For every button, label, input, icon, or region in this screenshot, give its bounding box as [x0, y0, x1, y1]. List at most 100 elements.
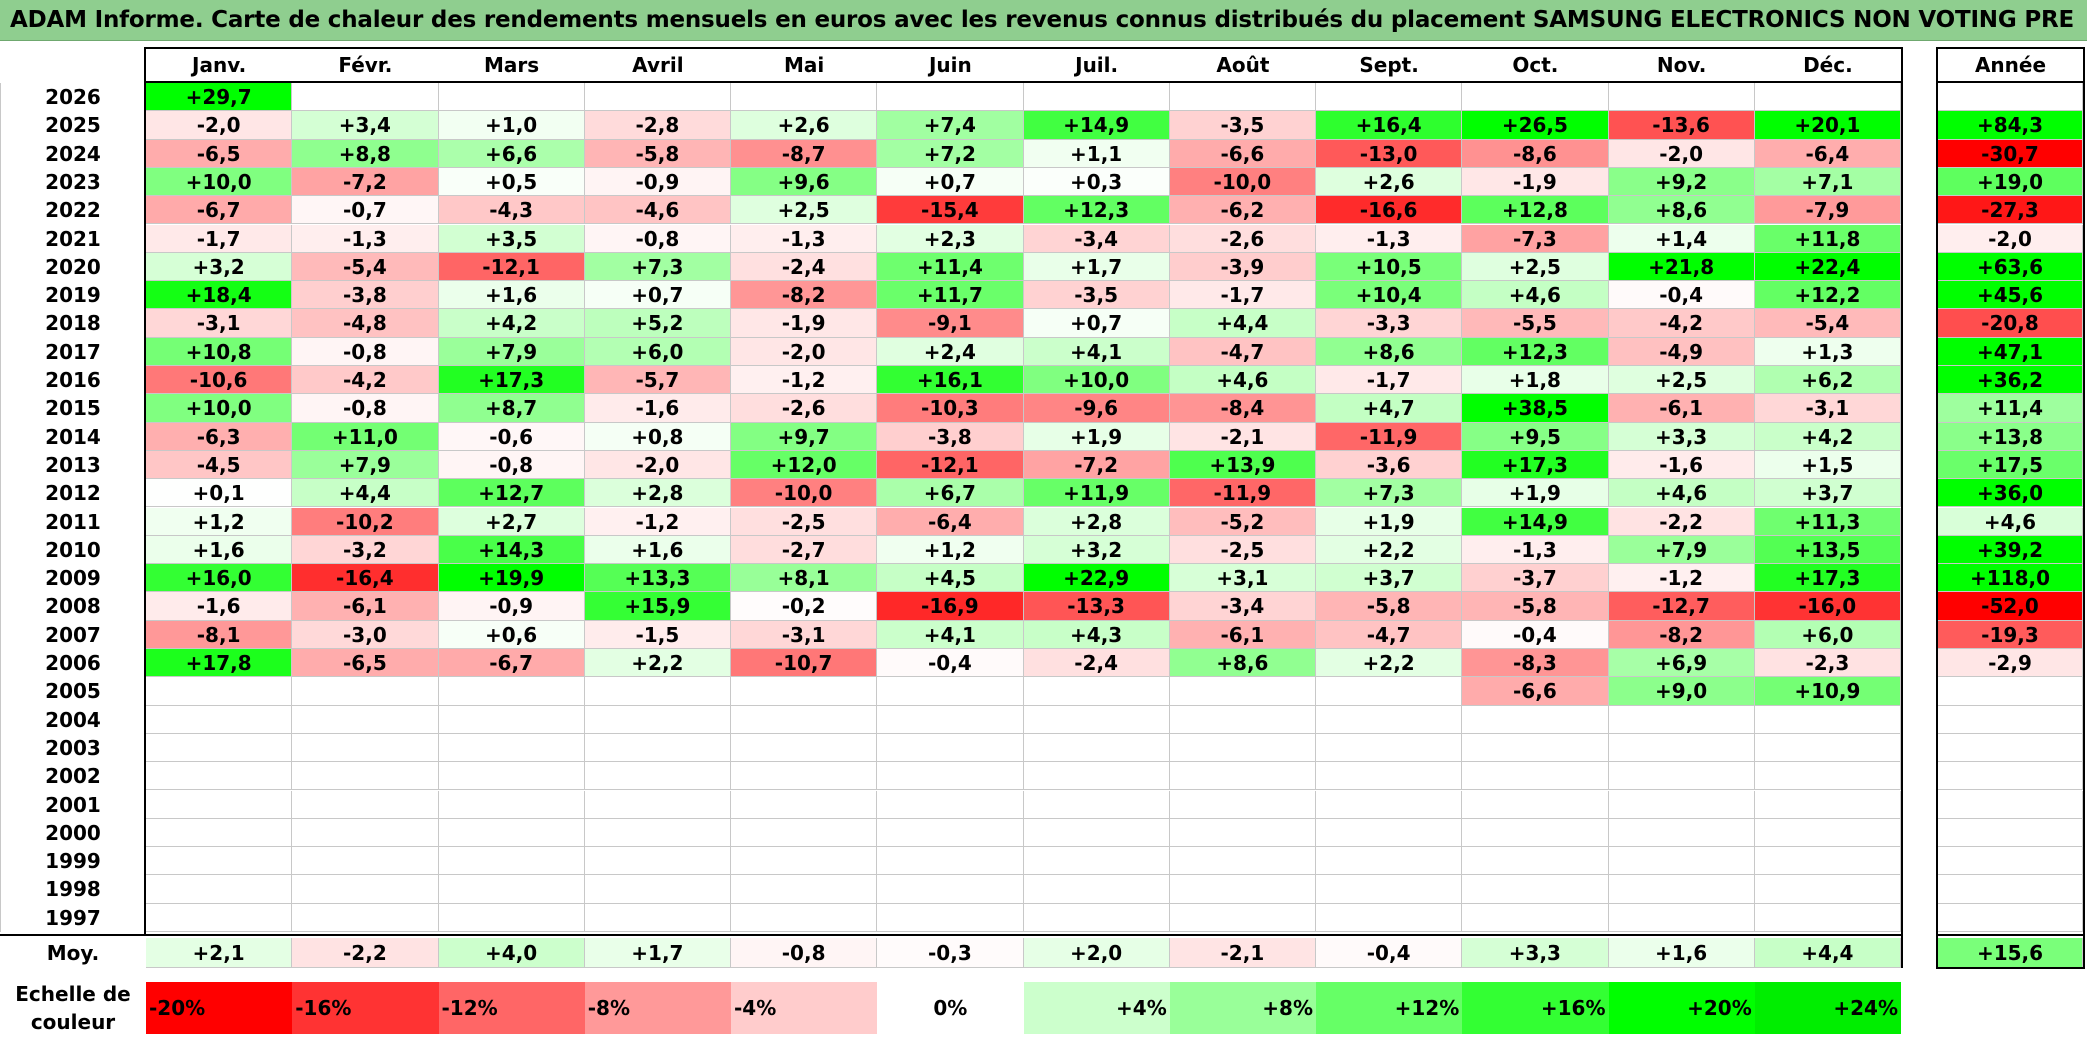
heatmap-cell — [584, 83, 731, 112]
heatmap-cell: +18,4 — [146, 281, 293, 310]
heatmap-cell: +14,9 — [1023, 111, 1170, 140]
heatmap-cell: -4,6 — [584, 196, 731, 225]
year-label: 2002 — [45, 764, 101, 789]
heatmap-cell: -10,6 — [146, 366, 293, 395]
heatmap-cell: +3,1 — [1169, 564, 1316, 593]
heatmap-cell: +0,7 — [584, 281, 731, 310]
month-header: Nov. — [1656, 53, 1707, 77]
heatmap-cell — [438, 677, 585, 706]
heatmap-cell: -3,4 — [1023, 224, 1170, 253]
heatmap-cell — [438, 847, 585, 876]
heatmap-cell: -0,4 — [877, 649, 1024, 678]
heatmap-cell: +12,8 — [1462, 196, 1609, 225]
annual-cell — [1938, 677, 2083, 706]
heatmap-cell: +21,8 — [1608, 252, 1755, 282]
annual-cell: +36,0 — [1938, 479, 2083, 508]
annual-cell — [1938, 762, 2083, 791]
heatmap-cell — [1754, 705, 1901, 734]
year-label: 1999 — [45, 849, 101, 874]
heatmap-cell: +11,4 — [877, 252, 1024, 282]
year-label: 2000 — [45, 820, 101, 845]
heatmap-cell — [877, 677, 1024, 706]
heatmap-cell: +38,5 — [1462, 394, 1609, 423]
heatmap-cell: -8,6 — [1462, 139, 1609, 168]
heatmap-cell — [438, 875, 585, 904]
heatmap-cell: +17,3 — [1754, 564, 1901, 593]
heatmap-cell: +4,5 — [877, 564, 1024, 593]
heatmap-cell: +4,2 — [438, 309, 585, 338]
heatmap-cell: +9,5 — [1462, 422, 1609, 451]
heatmap-cell — [1316, 733, 1463, 763]
heatmap-cell: +3,7 — [1754, 479, 1901, 508]
heatmap-cell: -6,1 — [1608, 394, 1755, 423]
grid-line — [2083, 934, 2085, 968]
heatmap-cell — [1023, 762, 1170, 791]
scale-step: -12% — [438, 982, 585, 1034]
heatmap-cell: -9,6 — [1023, 394, 1170, 423]
heatmap-cell — [1608, 762, 1755, 791]
heatmap-cell: +11,8 — [1754, 224, 1901, 253]
heatmap-cell: -0,6 — [438, 422, 585, 451]
annual-cell: +11,4 — [1938, 394, 2083, 423]
annual-cell: +17,5 — [1938, 450, 2083, 480]
heatmap-cell: +1,2 — [146, 507, 293, 536]
heatmap-cell: -5,4 — [1754, 309, 1901, 338]
heatmap-cell — [1754, 875, 1901, 904]
heatmap-cell — [1023, 733, 1170, 763]
heatmap-cell — [877, 903, 1024, 932]
heatmap-cell: +6,9 — [1608, 649, 1755, 678]
heatmap-cell — [1169, 818, 1316, 848]
heatmap-cell — [1316, 847, 1463, 876]
heatmap-cell: +10,9 — [1754, 677, 1901, 706]
heatmap-cell — [1023, 875, 1170, 904]
heatmap-cell: +12,3 — [1462, 337, 1609, 366]
heatmap-cell — [1316, 790, 1463, 819]
heatmap-cell: -1,5 — [584, 620, 731, 649]
heatmap-cell — [1608, 818, 1755, 848]
heatmap-cell — [1023, 903, 1170, 932]
heatmap-cell: -1,7 — [146, 224, 293, 253]
heatmap-cell — [1608, 875, 1755, 904]
heatmap-cell — [731, 677, 878, 706]
heatmap-cell: +10,5 — [1316, 252, 1463, 282]
heatmap-cell: +11,3 — [1754, 507, 1901, 536]
heatmap-cell: +3,5 — [438, 224, 585, 253]
heatmap-cell: +0,5 — [438, 167, 585, 197]
scale-step: -8% — [584, 982, 731, 1034]
heatmap-cell: -8,2 — [731, 281, 878, 310]
heatmap-cell: +2,8 — [584, 479, 731, 508]
year-label: 1998 — [45, 877, 101, 902]
heatmap-cell: -12,7 — [1608, 592, 1755, 621]
heatmap-cell — [731, 790, 878, 819]
average-cell: +2,0 — [1023, 938, 1170, 968]
heatmap-cell: +0,3 — [1023, 167, 1170, 197]
heatmap-cell: +4,6 — [1462, 281, 1609, 310]
heatmap-cell — [438, 903, 585, 932]
heatmap-cell — [1462, 733, 1609, 763]
heatmap-cell — [1316, 83, 1463, 112]
average-cell: -2,2 — [292, 938, 439, 968]
heatmap-cell: -3,1 — [146, 309, 293, 338]
year-label: 2018 — [45, 311, 101, 336]
heatmap-cell: +4,4 — [292, 479, 439, 508]
heatmap-cell: +3,3 — [1608, 422, 1755, 451]
heatmap-cell: -2,4 — [731, 252, 878, 282]
heatmap-cell: -4,7 — [1169, 337, 1316, 366]
heatmap-cell: +16,0 — [146, 564, 293, 593]
heatmap-cell: -1,2 — [1608, 564, 1755, 593]
heatmap-cell: -5,4 — [292, 252, 439, 282]
heatmap-cell — [146, 705, 293, 734]
heatmap-cell: -0,2 — [731, 592, 878, 621]
heatmap-cell — [584, 705, 731, 734]
heatmap-cell — [146, 903, 293, 932]
heatmap-cell: -6,7 — [438, 649, 585, 678]
heatmap-cell: -1,2 — [584, 507, 731, 536]
heatmap-cell: -16,6 — [1316, 196, 1463, 225]
heatmap-cell: -3,7 — [1462, 564, 1609, 593]
heatmap-cell — [1608, 847, 1755, 876]
heatmap-cell: +0,8 — [584, 422, 731, 451]
heatmap-cell — [146, 762, 293, 791]
heatmap-cell: -13,0 — [1316, 139, 1463, 168]
heatmap-cell: +7,9 — [1608, 535, 1755, 565]
heatmap-cell — [1462, 762, 1609, 791]
